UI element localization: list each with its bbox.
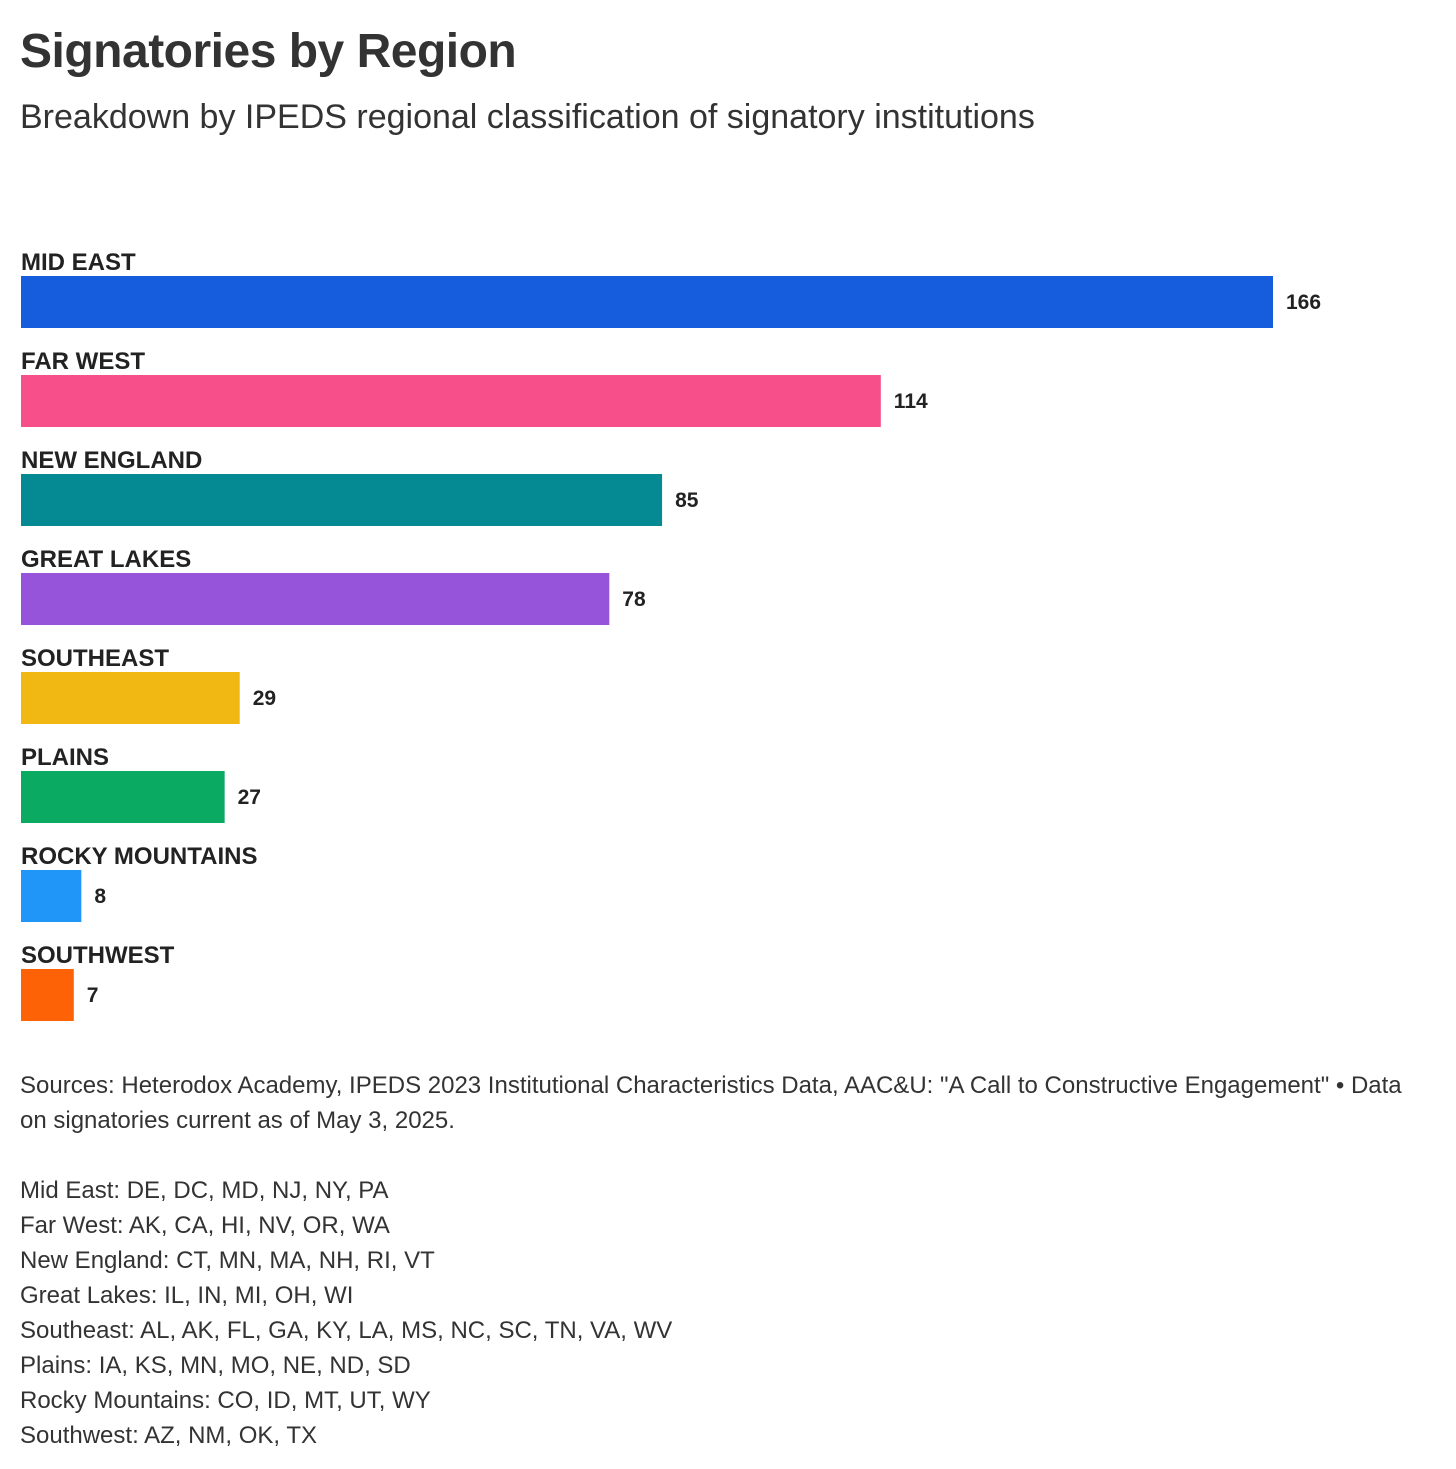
data-label: 27	[238, 786, 261, 809]
bar	[21, 573, 610, 625]
category-label: PLAINS	[21, 744, 109, 771]
chart-subtitle: Breakdown by IPEDS regional classificati…	[20, 98, 1035, 136]
category-label: GREAT LAKES	[21, 546, 191, 573]
category-label: NEW ENGLAND	[21, 447, 202, 474]
sources-note: Sources: Heterodox Academy, IPEDS 2023 I…	[20, 1072, 1402, 1134]
chart-notes: Sources: Heterodox Academy, IPEDS 2023 I…	[20, 1068, 1420, 1453]
data-label: 7	[87, 984, 99, 1007]
category-label: MID EAST	[21, 249, 136, 276]
data-label: 29	[253, 687, 276, 710]
data-label: 85	[675, 489, 699, 512]
region-definition: Plains: IA, KS, MN, MO, NE, ND, SD	[20, 1352, 411, 1379]
category-label: ROCKY MOUNTAINS	[21, 843, 257, 870]
bar	[21, 276, 1273, 328]
chart-title: Signatories by Region	[20, 25, 517, 78]
bar-chart: MID EAST 166 FAR WEST 114 NEW ENGLAND 85 GREAT…	[21, 249, 1321, 1021]
bar	[21, 870, 82, 922]
bar	[21, 771, 225, 823]
region-definition: Rocky Mountains: CO, ID, MT, UT, WY	[20, 1387, 431, 1414]
bar	[21, 474, 663, 526]
region-definition: New England: CT, MN, MA, NH, RI, VT	[20, 1247, 435, 1274]
bar	[21, 969, 74, 1021]
data-label: 8	[94, 885, 106, 908]
data-label: 166	[1286, 291, 1321, 314]
bar	[21, 375, 881, 427]
region-definition: Mid East: DE, DC, MD, NJ, NY, PA	[20, 1177, 389, 1204]
category-label: FAR WEST	[21, 348, 145, 375]
region-definition: Southeast: AL, AK, FL, GA, KY, LA, MS, N…	[20, 1317, 673, 1344]
bar	[21, 672, 240, 724]
region-definition: Great Lakes: IL, IN, MI, OH, WI	[20, 1282, 354, 1309]
data-label: 114	[894, 390, 928, 413]
region-definitions: Mid East: DE, DC, MD, NJ, NY, PA Far Wes…	[20, 1173, 1420, 1453]
region-definition: Far West: AK, CA, HI, NV, OR, WA	[20, 1212, 390, 1239]
category-label: SOUTHWEST	[21, 942, 175, 969]
data-label: 78	[622, 588, 646, 611]
category-label: SOUTHEAST	[21, 645, 169, 672]
region-definition: Southwest: AZ, NM, OK, TX	[20, 1422, 317, 1449]
